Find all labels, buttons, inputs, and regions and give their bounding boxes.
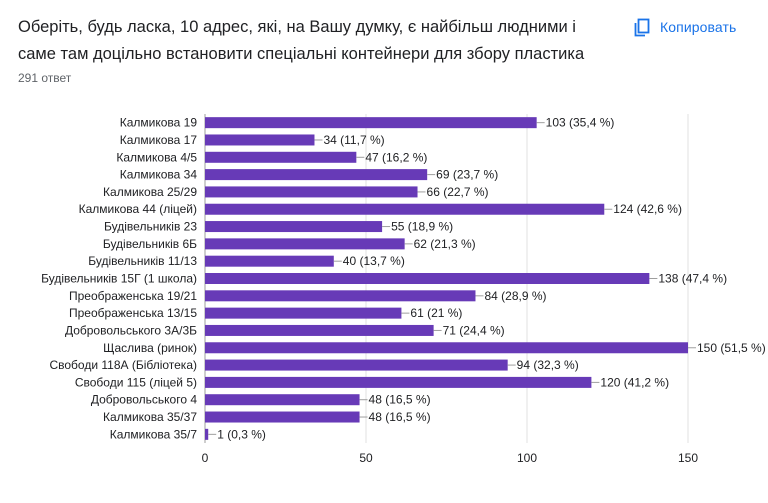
bar — [205, 290, 476, 302]
category-label: Калмикова 17 — [120, 133, 198, 147]
data-label: 66 (22,7 %) — [427, 185, 489, 199]
bar — [205, 273, 650, 284]
bar — [205, 342, 688, 354]
category-label: Будівельників 23 — [104, 220, 197, 234]
category-label: Щаслива (ринок) — [103, 341, 197, 355]
data-label: 150 (51,5 %) — [697, 341, 766, 355]
data-label: 48 (16,5 %) — [369, 410, 431, 424]
bar — [205, 203, 605, 215]
data-label: 61 (21 %) — [410, 306, 462, 320]
category-label: Будівельників 15Г (1 школа) — [41, 272, 197, 286]
data-label: 34 (11,7 %) — [323, 133, 384, 147]
copy-button[interactable]: Копировать — [632, 14, 736, 40]
bar — [205, 394, 360, 406]
category-label: Преображенська 13/15 — [69, 306, 197, 320]
bar — [205, 255, 334, 267]
copy-button-label: Копировать — [660, 19, 737, 35]
category-label: Добровольського 4 — [91, 393, 197, 407]
bar — [205, 238, 405, 250]
bar — [205, 117, 537, 129]
data-label: 1 (0,3 %) — [217, 427, 266, 441]
x-tick-label: 0 — [202, 451, 209, 465]
category-label: Калмикова 35/7 — [110, 427, 198, 441]
category-label: Добровольського 3А/3Б — [65, 323, 197, 337]
question-title: Оберіть, будь ласка, 10 адрес, які, на В… — [18, 18, 585, 63]
bar — [205, 186, 418, 198]
data-label: 69 (23,7 %) — [436, 168, 498, 182]
data-label: 103 (35,4 %) — [546, 116, 615, 130]
data-label: 94 (32,3 %) — [517, 358, 579, 372]
bar — [205, 428, 209, 440]
x-tick-label: 150 — [678, 451, 698, 465]
data-label: 47 (16,2 %) — [365, 150, 427, 164]
category-label: Калмикова 4/5 — [116, 150, 197, 164]
category-label: Свободи 118А (Бібліотека) — [49, 358, 197, 372]
copy-icon — [634, 18, 650, 37]
x-tick-label: 100 — [517, 451, 537, 465]
category-label: Будівельників 11/13 — [88, 254, 197, 268]
data-label: 120 (41,2 %) — [600, 375, 669, 389]
bar — [205, 307, 402, 319]
data-label: 40 (13,7 %) — [343, 254, 405, 268]
bar — [205, 324, 434, 336]
category-label: Калмикова 34 — [120, 168, 198, 182]
data-label: 138 (47,4 %) — [658, 272, 727, 286]
category-label: Калмикова 35/37 — [103, 410, 197, 424]
data-label: 55 (18,9 %) — [391, 220, 453, 234]
bar — [205, 411, 360, 423]
bar — [205, 134, 315, 146]
bar — [205, 359, 508, 371]
category-label: Калмикова 19 — [120, 116, 198, 130]
category-label: Свободи 115 (ліцей 5) — [75, 375, 197, 389]
category-label: Преображенська 19/21 — [69, 289, 197, 303]
data-label: 62 (21,3 %) — [414, 237, 476, 251]
data-label: 48 (16,5 %) — [369, 393, 431, 407]
bar — [205, 221, 383, 233]
bar — [205, 169, 428, 181]
data-label: 71 (24,4 %) — [443, 323, 505, 337]
response-count: 291 ответ — [18, 71, 72, 85]
category-label: Калмикова 44 (ліцей) — [79, 202, 197, 216]
data-label: 124 (42,6 %) — [613, 202, 682, 216]
category-label: Калмикова 25/29 — [103, 185, 197, 199]
bar — [205, 151, 357, 163]
data-label: 84 (28,9 %) — [484, 289, 546, 303]
category-label: Будівельників 6Б — [103, 237, 197, 251]
bar — [205, 376, 592, 388]
x-tick-label: 50 — [359, 451, 373, 465]
